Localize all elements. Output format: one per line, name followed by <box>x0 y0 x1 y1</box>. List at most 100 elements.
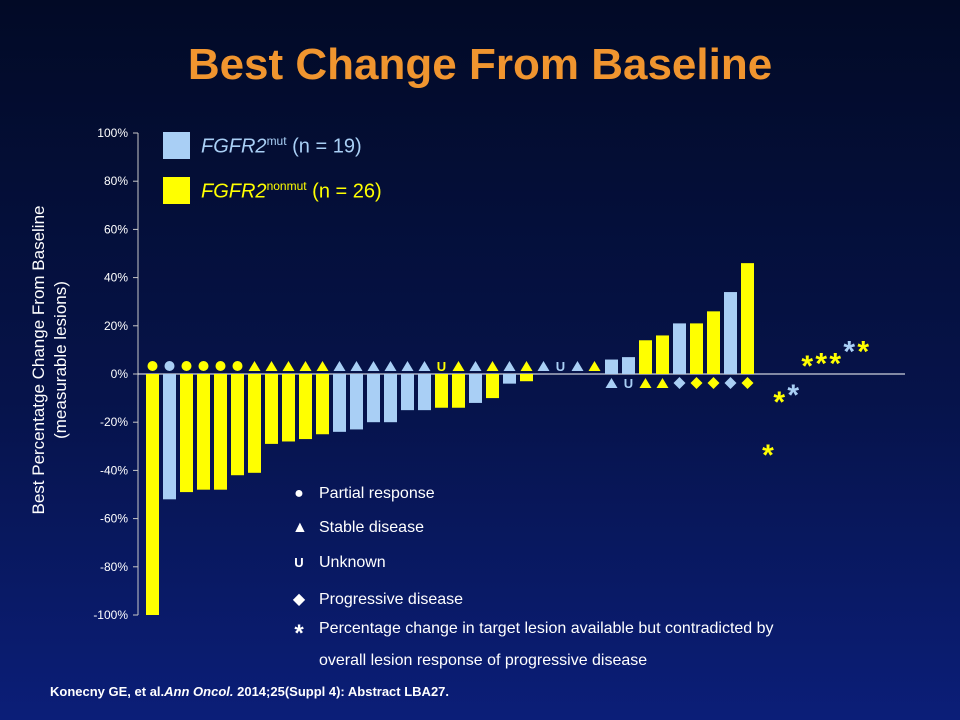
bar <box>690 323 703 374</box>
triangle-icon <box>384 361 397 371</box>
circle-icon: ● <box>294 485 304 502</box>
bar <box>146 374 159 615</box>
response-legend-label: Unknown <box>319 554 386 571</box>
triangle-icon <box>350 361 363 371</box>
triangle-icon <box>282 361 295 371</box>
diamond-icon <box>724 377 737 389</box>
diamond-icon <box>707 377 720 389</box>
asterisk-marker: * <box>815 348 827 381</box>
y-tick-label: -60% <box>100 512 128 526</box>
circle-icon <box>215 361 226 371</box>
triangle-icon <box>486 361 499 371</box>
bar <box>316 374 329 435</box>
response-legend-label-cont: overall lesion response of progressive d… <box>319 652 648 669</box>
diamond-icon: ◆ <box>292 591 306 608</box>
asterisk-marker: * <box>762 439 774 472</box>
legend-mut-sup: mut <box>266 134 287 148</box>
y-tick-label: 0% <box>111 367 129 381</box>
bar <box>418 374 431 411</box>
bar <box>656 335 669 374</box>
response-legend-pr: ● Partial response <box>292 485 435 503</box>
legend-entry-mut: FGFR2mut (n = 19) <box>201 134 362 159</box>
asterisk-marker: * <box>829 348 841 381</box>
triangle-icon <box>316 361 329 371</box>
triangle-icon <box>639 378 652 388</box>
triangle-icon <box>656 378 669 388</box>
triangle-icon <box>265 361 278 371</box>
triangle-icon <box>248 361 261 371</box>
triangle-icon <box>571 361 584 371</box>
bar <box>469 374 482 403</box>
triangle-icon <box>537 361 550 371</box>
unknown-u-icon: U <box>437 359 446 374</box>
response-legend-sd: ▲ Stable disease <box>292 519 424 537</box>
triangle-icon <box>503 361 516 371</box>
y-tick-label: 40% <box>104 271 128 285</box>
bar <box>401 374 414 411</box>
y-tick-label: 100% <box>97 126 128 140</box>
legend-mut-gene: FGFR2 <box>201 135 267 158</box>
response-legend-label: Stable disease <box>319 519 424 536</box>
bar <box>435 374 448 408</box>
response-legend-label: Percentage change in target lesion avail… <box>319 620 774 637</box>
diamond-icon <box>673 377 686 389</box>
triangle-icon <box>588 361 601 371</box>
response-legend-label: Progressive disease <box>319 591 464 608</box>
y-tick-label: -20% <box>100 415 128 429</box>
citation-rest: 2014;25(Suppl 4): Abstract LBA27. <box>233 684 450 699</box>
bar <box>707 311 720 374</box>
triangle-icon: ▲ <box>292 519 308 536</box>
response-legend-asterisk: * Percentage change in target lesion avai… <box>292 620 774 670</box>
legend-mut-n: (n = 19) <box>292 135 362 158</box>
response-legend-label: Partial response <box>319 485 435 502</box>
bar <box>384 374 397 423</box>
bar <box>282 374 295 442</box>
y-tick-label: -100% <box>93 608 128 622</box>
bar <box>299 374 312 440</box>
bar <box>452 374 465 408</box>
asterisk-icon: * <box>294 620 304 647</box>
triangle-icon <box>333 361 346 371</box>
bar <box>673 323 686 374</box>
triangle-icon <box>605 378 618 388</box>
triangle-icon <box>367 361 380 371</box>
y-tick-label: 20% <box>104 319 128 333</box>
legend-entry-nonmut: FGFR2nonmut (n = 26) <box>201 179 382 204</box>
bar <box>605 359 618 374</box>
response-legend-unknown: U Unknown <box>292 554 386 572</box>
circle-icon <box>164 361 175 371</box>
asterisk-marker: * <box>773 386 785 419</box>
diamond-icon <box>741 377 754 389</box>
bar <box>231 374 244 476</box>
page-title: Best Change From Baseline <box>187 40 773 89</box>
legend-nonmut-gene: FGFR2 <box>201 180 267 203</box>
legend-nonmut-n: (n = 26) <box>312 180 382 203</box>
y-tick-label: 80% <box>104 174 128 188</box>
triangle-icon <box>452 361 465 371</box>
y-tick-label: 60% <box>104 222 128 236</box>
asterisk-marker: * <box>787 379 799 412</box>
circle-icon <box>198 361 209 371</box>
diamond-icon <box>690 377 703 389</box>
bar <box>248 374 261 473</box>
bar <box>622 357 635 374</box>
triangle-icon <box>299 361 312 371</box>
response-legend-pd: ◆ Progressive disease <box>292 589 463 609</box>
unknown-u-icon: U <box>556 359 565 374</box>
y-tick-label: -40% <box>100 463 128 477</box>
legend-swatch-nonmut <box>163 177 190 204</box>
bar <box>265 374 278 444</box>
citation-journal: Ann Oncol. <box>164 684 234 699</box>
legend-nonmut-sup: nonmut <box>266 179 307 193</box>
asterisk-marker: * <box>801 350 813 383</box>
bar <box>520 374 533 382</box>
legend-swatch-mut <box>163 132 190 159</box>
citation: Konecny GE, et al.Ann Oncol. 2014;25(Sup… <box>50 684 449 699</box>
unknown-u-icon: U <box>294 555 304 570</box>
asterisk-marker: * <box>857 335 869 368</box>
triangle-icon <box>469 361 482 371</box>
triangle-icon <box>418 361 431 371</box>
y-tick-label: -80% <box>100 560 128 574</box>
bar <box>367 374 380 423</box>
bar <box>333 374 346 432</box>
